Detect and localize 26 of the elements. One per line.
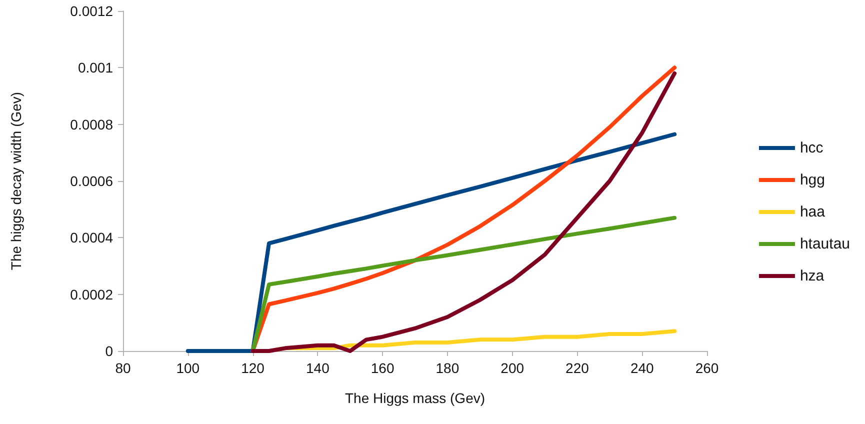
x-tick-label: 100: [176, 360, 200, 376]
y-tick-label: 0.001: [78, 60, 114, 76]
legend-label: hcc: [800, 140, 824, 156]
legend-label: hza: [800, 268, 825, 284]
line-series: [186, 132, 677, 353]
y-tick-label: 0.0004: [70, 230, 114, 246]
x-tick-label: 260: [695, 360, 719, 376]
y-tick-label: 0.0012: [70, 3, 114, 19]
y-tick-label: 0.0006: [70, 173, 114, 189]
x-tick-label: 120: [241, 360, 265, 376]
x-tick-label: 160: [370, 360, 394, 376]
x-tick-label: 140: [306, 360, 330, 376]
x-tick-label: 240: [630, 360, 654, 376]
legend-label: haa: [800, 204, 826, 220]
y-axis-title: The higgs decay width (Gev): [8, 92, 24, 270]
x-axis-title: The Higgs mass (Gev): [344, 390, 486, 406]
legend-label: hgg: [800, 172, 825, 188]
y-tick-label: 0.0002: [70, 286, 114, 302]
x-tick-label: 200: [500, 360, 524, 376]
y-tick-label: 0.0008: [70, 116, 114, 132]
x-tick-label: 180: [436, 360, 460, 376]
x-tick-label: 220: [566, 360, 590, 376]
legend-label: htautau: [800, 236, 850, 252]
y-tick-label: 0: [105, 343, 114, 359]
x-tick-label: 80: [115, 360, 131, 376]
line-series: [250, 216, 677, 353]
